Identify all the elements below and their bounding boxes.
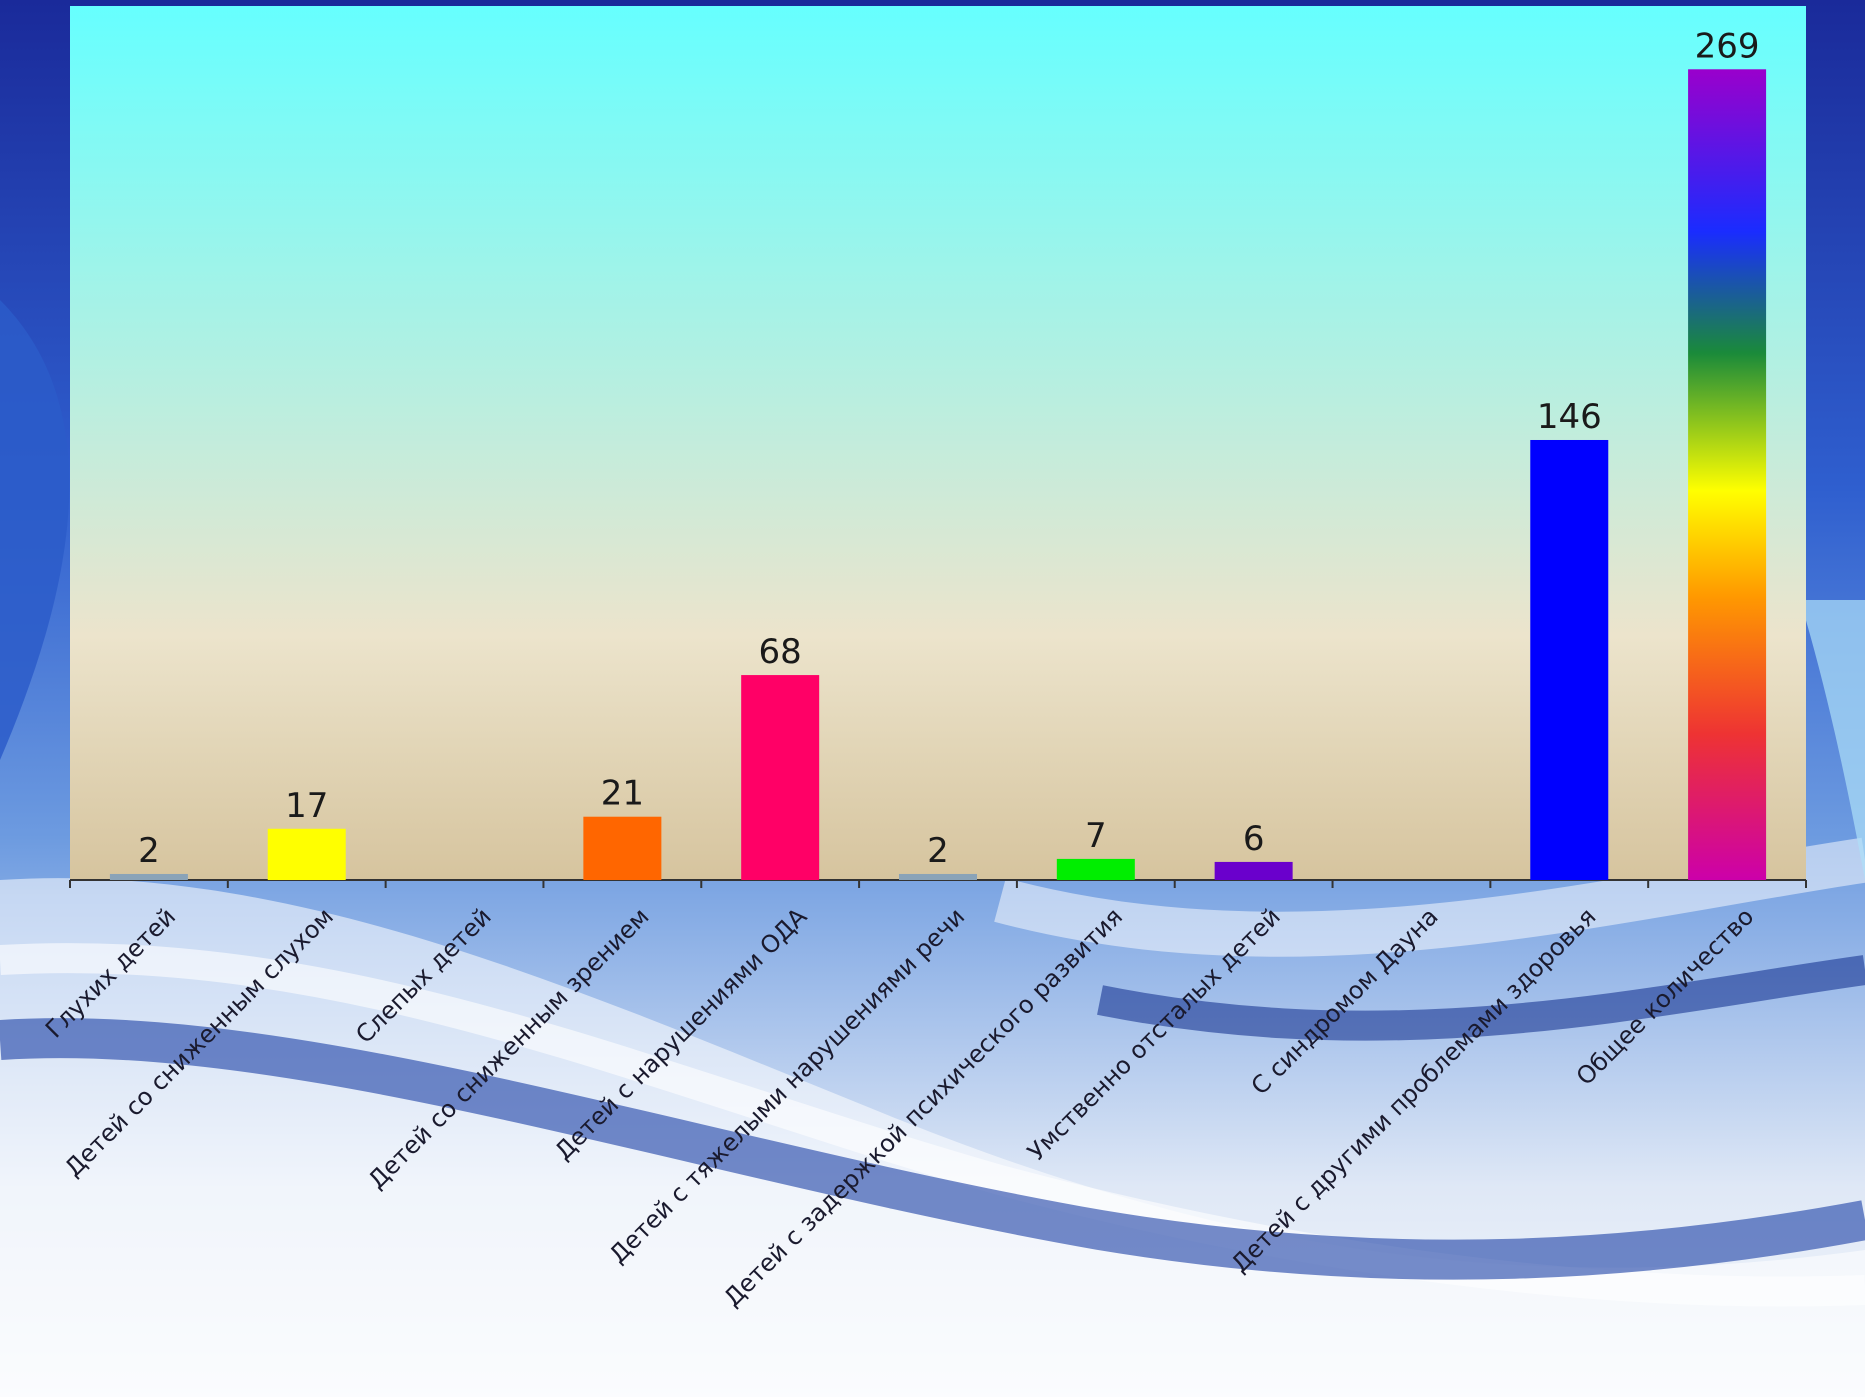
x-tick-label: Детей со сниженным зрением xyxy=(363,902,655,1194)
x-tick-label: Общее количество xyxy=(1571,902,1759,1090)
data-label: 17 xyxy=(285,786,328,826)
bar xyxy=(109,873,188,880)
bar xyxy=(1530,439,1609,880)
x-tick-label: Умственно отсталых детей xyxy=(1022,902,1286,1166)
bar xyxy=(1214,861,1293,880)
data-label: 2 xyxy=(927,831,949,871)
bar xyxy=(741,675,820,880)
data-label: 6 xyxy=(1243,819,1265,859)
x-tick-label: Детей с нарушениями ОДА xyxy=(549,902,812,1165)
x-tick-label: Слепых детей xyxy=(350,902,496,1048)
bar xyxy=(899,873,977,880)
plot-area xyxy=(70,6,1806,880)
bar xyxy=(583,816,662,880)
data-label: 7 xyxy=(1085,816,1107,856)
data-label: 68 xyxy=(759,632,802,672)
data-label: 2 xyxy=(138,831,160,871)
bar xyxy=(1688,69,1767,880)
x-tick-label: Глухих детей xyxy=(40,902,181,1043)
data-label: 269 xyxy=(1695,26,1760,66)
x-tick-label: Детей с тяжелыми нарушениями речи xyxy=(604,902,970,1268)
data-label: 21 xyxy=(601,774,644,814)
x-tick-label: Детей с другими проблемами здоровья xyxy=(1226,902,1602,1278)
x-tick-label: Детей со сниженным слухом xyxy=(59,902,339,1182)
bar xyxy=(1056,858,1135,880)
bar xyxy=(267,828,346,880)
data-label: 146 xyxy=(1537,397,1602,437)
